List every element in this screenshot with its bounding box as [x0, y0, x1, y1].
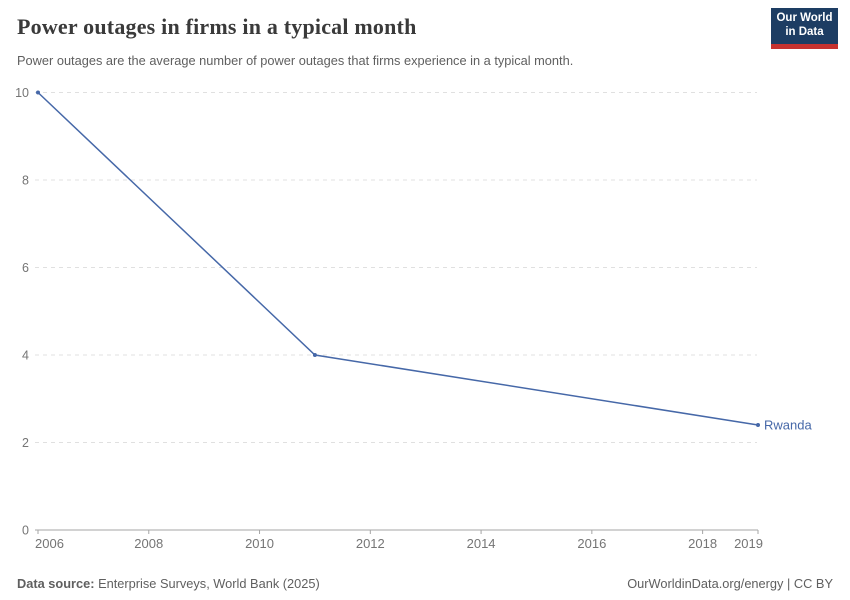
x-tick-label: 2019 — [734, 536, 763, 551]
x-tick-label: 2008 — [134, 536, 163, 551]
chart-footer: Data source: Enterprise Surveys, World B… — [17, 576, 833, 591]
data-source-label: Data source: — [17, 576, 95, 591]
chart-header: Power outages in firms in a typical mont… — [0, 0, 850, 80]
data-point — [756, 423, 760, 427]
owid-logo-line2: in Data — [785, 26, 824, 38]
x-tick-label: 2006 — [35, 536, 64, 551]
y-tick-label: 8 — [22, 174, 29, 188]
owid-logo-line1: Our World — [776, 12, 833, 25]
y-tick-label: 6 — [22, 261, 29, 275]
owid-logo-text: Our World in Data — [776, 12, 832, 39]
y-tick-label: 0 — [22, 524, 29, 538]
line-chart-canvas: 0 2 4 6 8 10 2006 2008 2010 2012 2014 2016 2018 2019 R… — [15, 86, 812, 551]
data-point — [36, 90, 40, 95]
line-chart: 0 2 4 6 8 10 2006 2008 2010 2012 2014 2016 2018 2019 R… — [0, 80, 850, 560]
owid-logo[interactable]: Our World in Data — [771, 8, 838, 49]
chart-title: Power outages in firms in a typical mont… — [17, 14, 417, 39]
x-tick-label: 2010 — [245, 536, 274, 551]
y-tick-label: 4 — [22, 349, 29, 363]
x-tick-label: 2018 — [688, 536, 717, 551]
data-source-value: Enterprise Surveys, World Bank (2025) — [98, 576, 320, 591]
y-tick-label: 10 — [15, 86, 29, 100]
data-source: Data source: Enterprise Surveys, World B… — [17, 576, 320, 591]
y-tick-label: 2 — [22, 436, 29, 450]
chart-subtitle: Power outages are the average number of … — [17, 53, 574, 68]
attribution-link[interactable]: OurWorldinData.org/energy | CC BY — [627, 576, 833, 591]
data-line-rwanda — [37, 91, 759, 426]
series-label: Rwanda — [764, 418, 812, 433]
x-tick-label: 2014 — [467, 536, 496, 551]
data-point — [312, 353, 317, 357]
x-tick-label: 2016 — [577, 536, 606, 551]
x-tick-label: 2012 — [356, 536, 385, 551]
